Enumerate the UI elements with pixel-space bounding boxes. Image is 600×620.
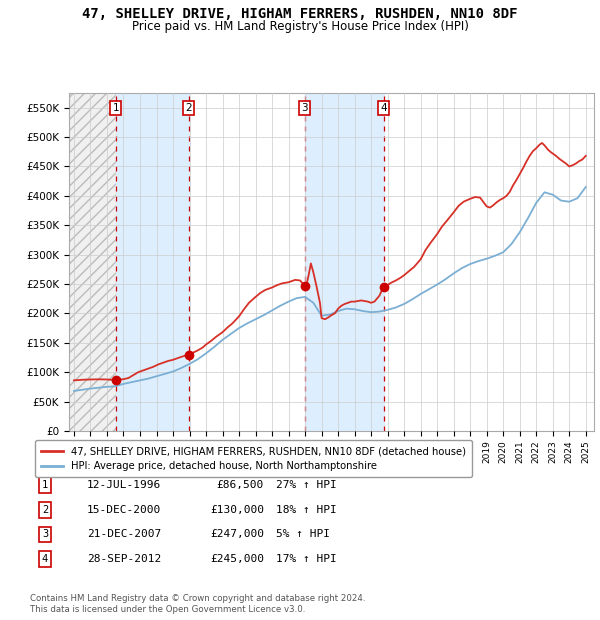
Text: 2: 2: [185, 103, 192, 113]
Text: 3: 3: [42, 529, 48, 539]
Text: 17% ↑ HPI: 17% ↑ HPI: [276, 554, 337, 564]
Text: 5% ↑ HPI: 5% ↑ HPI: [276, 529, 330, 539]
Text: 12-JUL-1996: 12-JUL-1996: [87, 480, 161, 490]
Text: £130,000: £130,000: [210, 505, 264, 515]
Text: 15-DEC-2000: 15-DEC-2000: [87, 505, 161, 515]
Text: 21-DEC-2007: 21-DEC-2007: [87, 529, 161, 539]
Text: 1: 1: [42, 480, 48, 490]
Text: 47, SHELLEY DRIVE, HIGHAM FERRERS, RUSHDEN, NN10 8DF: 47, SHELLEY DRIVE, HIGHAM FERRERS, RUSHD…: [82, 7, 518, 22]
Text: 1: 1: [112, 103, 119, 113]
Legend: 47, SHELLEY DRIVE, HIGHAM FERRERS, RUSHDEN, NN10 8DF (detached house), HPI: Aver: 47, SHELLEY DRIVE, HIGHAM FERRERS, RUSHD…: [35, 440, 472, 477]
Text: 18% ↑ HPI: 18% ↑ HPI: [276, 505, 337, 515]
Text: 3: 3: [301, 103, 308, 113]
Text: Price paid vs. HM Land Registry's House Price Index (HPI): Price paid vs. HM Land Registry's House …: [131, 20, 469, 33]
Text: £247,000: £247,000: [210, 529, 264, 539]
Text: 4: 4: [380, 103, 387, 113]
Text: Contains HM Land Registry data © Crown copyright and database right 2024.: Contains HM Land Registry data © Crown c…: [30, 593, 365, 603]
Text: £86,500: £86,500: [217, 480, 264, 490]
Bar: [305, 93, 383, 431]
Text: 27% ↑ HPI: 27% ↑ HPI: [276, 480, 337, 490]
Bar: [116, 93, 189, 431]
Text: 28-SEP-2012: 28-SEP-2012: [87, 554, 161, 564]
Text: 2: 2: [42, 505, 48, 515]
Text: This data is licensed under the Open Government Licence v3.0.: This data is licensed under the Open Gov…: [30, 604, 305, 614]
Text: 4: 4: [42, 554, 48, 564]
Text: £245,000: £245,000: [210, 554, 264, 564]
